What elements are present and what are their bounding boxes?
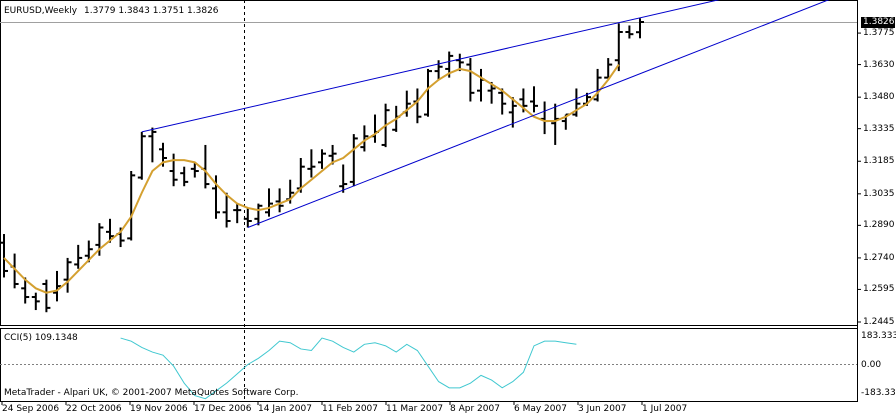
ohlc-bar <box>498 88 507 115</box>
ohlc-bar <box>233 203 242 224</box>
ohlc-bar <box>371 114 379 143</box>
ohlc-bar <box>169 153 178 187</box>
ohlc-bar <box>275 188 284 213</box>
ohlc-bars <box>0 18 644 313</box>
ohlc-bar <box>625 25 634 39</box>
moving-average-line <box>3 64 620 294</box>
ohlc-bar <box>148 127 157 163</box>
price-tick-label: 1.2595 <box>863 284 895 295</box>
ohlc-bar <box>190 162 199 178</box>
price-panel-frame <box>0 0 858 326</box>
trendline <box>141 0 720 133</box>
price-tick-label: 1.2890 <box>863 220 895 231</box>
ohlc-bar <box>265 188 273 217</box>
price-tick-label: 1.3630 <box>863 59 895 70</box>
price-tick-label: 1.3480 <box>863 92 895 103</box>
ohlc-bar <box>540 101 549 135</box>
copyright-text: MetaTrader - Alpari UK, © 2001-2007 Meta… <box>4 388 299 398</box>
ohlc-bar <box>222 192 231 228</box>
time-tick-label: 17 Dec 2006 <box>194 404 252 414</box>
time-tick-label: 24 Sep 2006 <box>2 404 60 414</box>
symbol-timeframe-label: EURUSD,Weekly 1.3779 1.3843 1.3751 1.382… <box>4 6 219 16</box>
ohlc-bar <box>413 88 422 124</box>
last-price-badge: 1.3826 <box>861 17 895 28</box>
ohlc-bar <box>593 68 602 102</box>
ohlc-bar <box>21 277 30 304</box>
cci-tick-label: -183.333 <box>861 388 896 398</box>
time-tick-label: 19 Nov 2006 <box>130 404 188 414</box>
time-tick-label: 1 Jul 2007 <box>642 404 688 414</box>
ohlc-bar <box>487 81 496 104</box>
ohlc-bar <box>318 149 326 169</box>
ohlc-bar <box>307 149 316 178</box>
ohlc-bar <box>530 86 538 113</box>
ohlc-bar <box>74 244 83 269</box>
ohlc-bar <box>201 144 210 189</box>
time-tick-label: 3 Jun 2007 <box>578 404 627 414</box>
ohlc-bar <box>604 58 613 79</box>
ohlc-bar <box>53 270 61 302</box>
time-tick-label: 11 Feb 2007 <box>322 404 379 414</box>
cci-tick-label: 183.333 <box>861 331 896 341</box>
cci-label: CCI(5) 109.1348 <box>4 333 78 343</box>
ohlc-bar <box>63 257 72 293</box>
ohlc-bar <box>328 144 337 165</box>
ohlc-bar <box>349 134 358 187</box>
ohlc-bar <box>31 292 40 311</box>
time-tick-label: 22 Oct 2006 <box>66 404 122 414</box>
cci-tick-label: 0.00 <box>861 359 882 370</box>
price-tick-label: 1.2740 <box>863 252 895 263</box>
time-tick-label: 14 Jan 2007 <box>258 404 312 414</box>
price-axis-ticks <box>857 32 861 323</box>
ohlc-bar <box>466 58 475 102</box>
ohlc-bar <box>106 218 114 243</box>
ohlc-bar <box>243 207 252 228</box>
trendline <box>247 0 830 228</box>
time-tick-label: 6 May 2007 <box>514 404 567 414</box>
ohlc-values: 1.3779 1.3843 1.3751 1.3826 <box>83 6 219 16</box>
time-tick-label: 8 Apr 2007 <box>450 404 500 414</box>
ohlc-bar <box>572 88 581 117</box>
price-tick-label: 1.3335 <box>863 123 895 134</box>
time-tick-label: 11 Mar 2007 <box>386 404 444 414</box>
ohlc-bar <box>180 166 189 187</box>
price-tick-label: 1.3035 <box>863 188 895 199</box>
trendlines <box>141 0 830 228</box>
ohlc-bar <box>339 164 348 193</box>
ohlc-bar <box>477 68 485 102</box>
cci-line <box>120 337 577 400</box>
ohlc-bar <box>360 125 369 152</box>
ohlc-bar <box>636 18 644 39</box>
ohlc-bar <box>614 23 623 72</box>
ohlc-bar <box>551 103 560 145</box>
price-tick-label: 1.2445 <box>863 317 895 327</box>
ohlc-bar <box>137 131 146 180</box>
ohlc-bar <box>0 234 8 278</box>
price-tick-label: 1.3185 <box>863 156 895 167</box>
ohlc-bar <box>42 279 51 313</box>
symbol-timeframe: EURUSD,Weekly <box>4 6 78 16</box>
ohlc-bar <box>254 203 263 226</box>
ohlc-bar <box>84 240 93 263</box>
ohlc-bar <box>424 68 432 117</box>
ohlc-bar <box>508 97 517 128</box>
ohlc-bar <box>127 171 136 241</box>
price-tick-label: 1.3775 <box>863 28 895 39</box>
time-axis-ticks <box>1 401 643 405</box>
